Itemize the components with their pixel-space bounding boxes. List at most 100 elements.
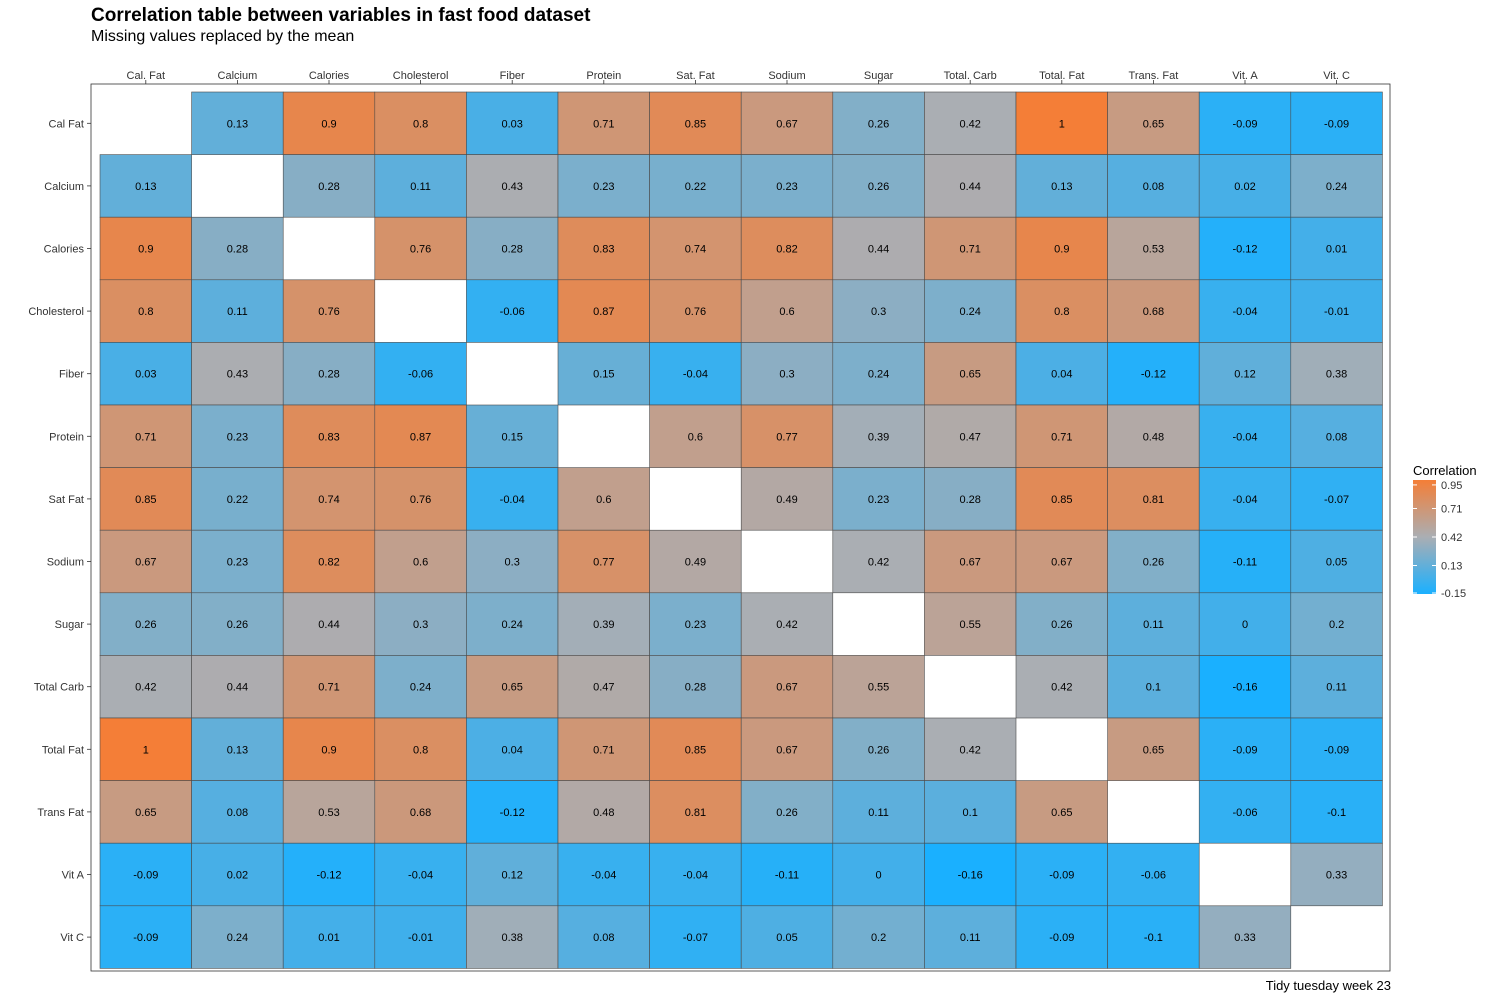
y-tick-label: Calcium: [44, 181, 84, 193]
y-tick-label: Vit C: [60, 932, 84, 944]
heatmap-cell: [740, 91, 834, 155]
heatmap-cell: [1198, 780, 1292, 844]
heatmap-cell: [924, 780, 1017, 844]
cell-label: 0.23: [868, 494, 889, 506]
y-tick-label: Protein: [49, 431, 84, 443]
heatmap-cell: [466, 404, 559, 468]
heatmap-cell: [557, 154, 650, 218]
y-tick-label: Cholesterol: [28, 306, 84, 318]
cell-label: 0.23: [776, 181, 797, 193]
cell-label: -0.12: [1141, 369, 1166, 381]
cell-label: 0.22: [227, 494, 248, 506]
cell-label: 0.02: [227, 870, 248, 882]
cell-label: 0.71: [318, 682, 339, 694]
heatmap-cell: [374, 342, 467, 406]
cell-label: 0.68: [410, 807, 431, 819]
cell-label: 0.42: [959, 118, 980, 130]
heatmap-cell: [1290, 91, 1383, 155]
cell-label: 0.65: [959, 369, 980, 381]
cell-label: -0.06: [1232, 807, 1257, 819]
panel-border: [90, 83, 1391, 972]
heatmap-cell: [924, 592, 1017, 656]
heatmap-cell: [99, 216, 192, 281]
cell-label: 0.23: [227, 557, 248, 569]
heatmap-cell: [99, 655, 192, 719]
cell-label: 0.85: [135, 494, 156, 506]
cell-label: 0.08: [593, 932, 614, 944]
heatmap-cell: [557, 842, 650, 907]
heatmap-cell: [924, 717, 1017, 781]
cell-label: 0.3: [871, 306, 886, 318]
heatmap-cell: [99, 342, 192, 406]
heatmap-cell: [557, 529, 650, 594]
heatmap-cell: [1015, 905, 1108, 969]
heatmap-cell: [1198, 905, 1292, 969]
heatmap-cell: [1290, 154, 1383, 218]
cell-label: 0.42: [959, 744, 980, 756]
cell-label: 0.9: [1054, 244, 1069, 256]
y-tick-label: Fiber: [59, 369, 84, 381]
heatmap-cell: [832, 404, 925, 468]
cell-label: 0.11: [410, 181, 431, 193]
cell-label: 0.23: [593, 181, 614, 193]
cell-label: 0.39: [593, 619, 614, 631]
heatmap-cell: [1198, 342, 1292, 406]
cell-label: 0.13: [227, 118, 248, 130]
heatmap-cell: [1290, 216, 1383, 281]
cell-label: 0.26: [868, 744, 889, 756]
x-tick-label: Fiber: [500, 70, 525, 82]
cell-label: 0.44: [868, 244, 889, 256]
heatmap-cell: [99, 717, 192, 781]
cell-label: 0.03: [501, 118, 522, 130]
heatmap-cell: [1015, 842, 1108, 907]
heatmap-cell: [1015, 91, 1108, 155]
heatmap-cell: [1015, 216, 1108, 281]
cell-label: 0.08: [227, 807, 248, 819]
cell-label: 0.82: [776, 244, 797, 256]
cell-label: 0.26: [868, 181, 889, 193]
cell-label: 0.71: [593, 744, 614, 756]
y-tick-label: Sugar: [55, 619, 85, 631]
heatmap-cell: [924, 342, 1017, 406]
x-tick-label: Protein: [586, 70, 621, 82]
legend-ticks: 0.95 0.71 0.42 0.13 -0.15: [1413, 480, 1466, 600]
heatmap-cell: [832, 216, 925, 281]
cell-label: -0.01: [1324, 306, 1349, 318]
cell-label: 0.76: [318, 306, 339, 318]
heatmap-cell: [466, 592, 559, 656]
cell-label: 0.67: [1051, 557, 1072, 569]
cell-label: 0.6: [413, 557, 428, 569]
legend-tick-label: 0.13: [1441, 561, 1462, 573]
heatmap-cell: [924, 279, 1017, 343]
cell-label: 0.26: [776, 807, 797, 819]
cell-label: 0.05: [1326, 557, 1347, 569]
heatmap-cell: [1198, 154, 1292, 218]
cell-label: 1: [1059, 118, 1065, 130]
heatmap-cell: [740, 342, 834, 406]
heatmap-cell: [1198, 717, 1292, 781]
cell-label: 0.76: [410, 494, 431, 506]
cell-label: 0.13: [227, 744, 248, 756]
heatmap-cell: [649, 592, 742, 656]
heatmap-cell: [466, 279, 559, 343]
cell-label: -0.04: [1232, 494, 1257, 506]
x-tick-label: Sodium: [768, 70, 805, 82]
cell-label: 0.71: [959, 244, 980, 256]
heatmap-cell: [832, 655, 925, 719]
heatmap-cell: [557, 592, 650, 656]
cell-label: 0.47: [593, 682, 614, 694]
heatmap-cell: [740, 467, 834, 531]
heatmap-cell: [1107, 154, 1200, 218]
heatmap-cell: [832, 279, 925, 343]
cell-label: 0.82: [318, 557, 339, 569]
heatmap-cell: [466, 467, 559, 531]
cell-label: 0.83: [593, 244, 614, 256]
cell-label: -0.04: [1232, 431, 1257, 443]
cell-label: -0.16: [958, 870, 983, 882]
cell-label: 0: [1242, 619, 1248, 631]
cell-label: 0.01: [1326, 244, 1347, 256]
heatmap-cell: [832, 529, 925, 594]
legend-tick-label: 0.95: [1441, 480, 1462, 492]
x-axis-ticks: Cal. Fat Calcium Calories Cholesterol Fiber P…: [127, 70, 1350, 84]
